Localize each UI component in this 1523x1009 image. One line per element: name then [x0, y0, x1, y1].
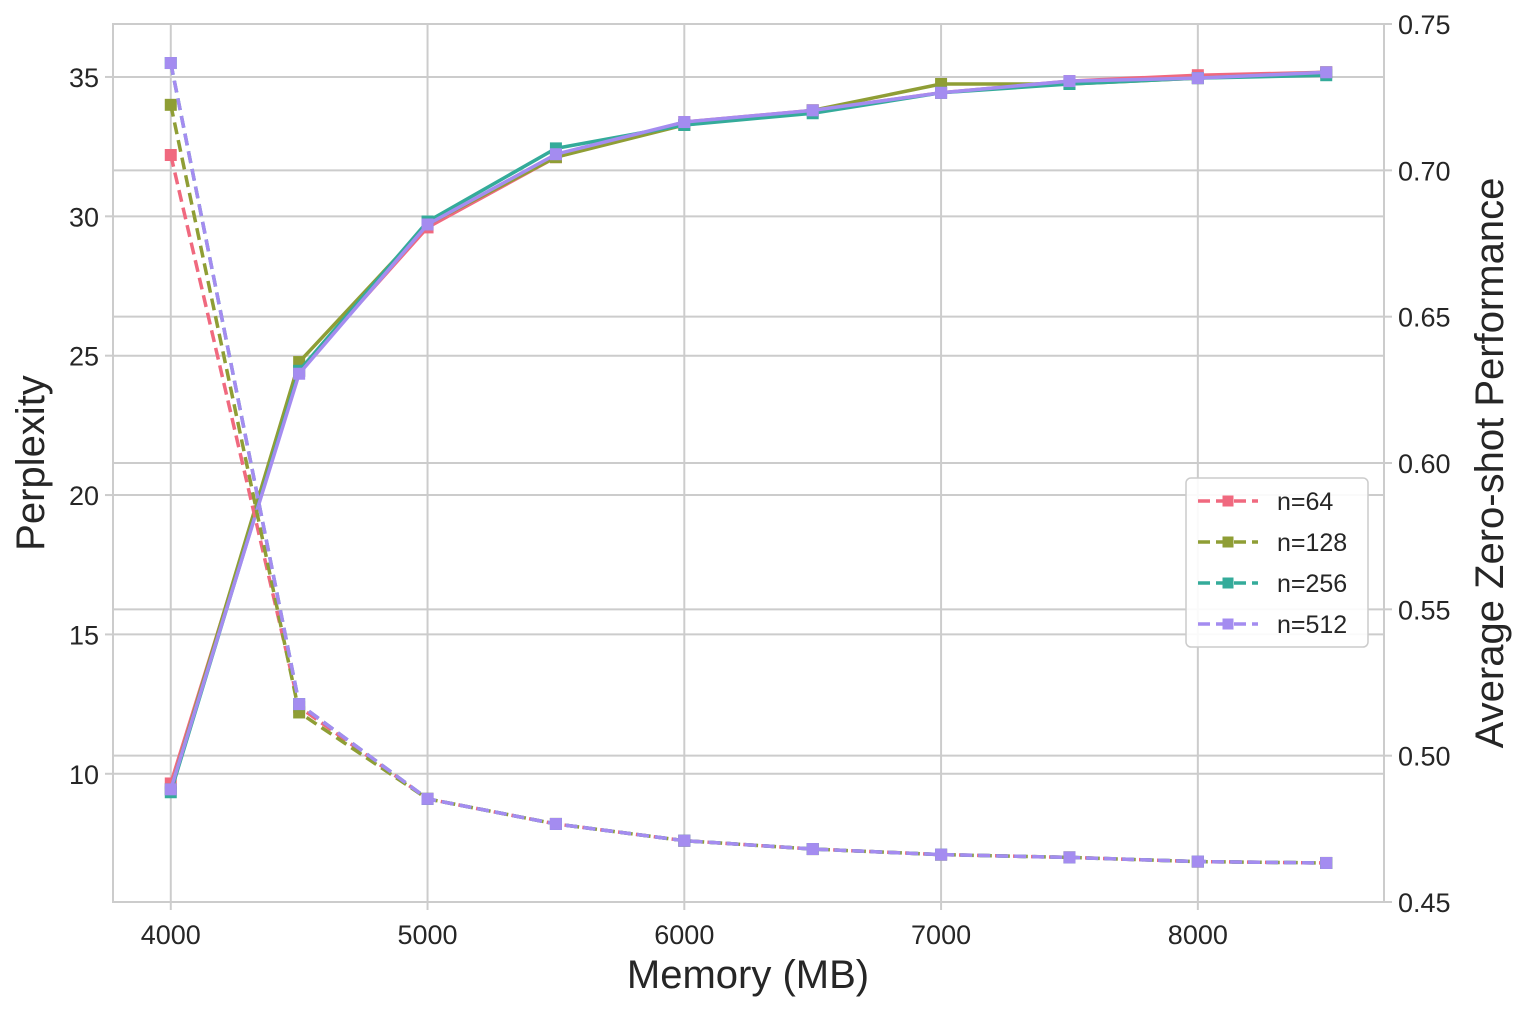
- perplexity-series-3-point: [164, 57, 177, 70]
- y-right-tick-label: 0.70: [1398, 156, 1451, 186]
- zero-shot-series-3-point: [1063, 75, 1076, 88]
- perplexity-series-3-point: [1320, 856, 1333, 869]
- y-left-tick-label: 20: [69, 481, 99, 511]
- y-left-tick-label: 25: [69, 342, 99, 372]
- x-tick-label: 4000: [141, 920, 201, 950]
- y-axis-left-title: Perplexity: [9, 375, 53, 551]
- legend-item: n=64: [1198, 488, 1333, 516]
- legend-swatch-marker: [1222, 536, 1234, 548]
- zero-shot-series-3-group: [164, 66, 1333, 796]
- x-tick-label: 5000: [398, 920, 458, 950]
- zero-shot-series-3-point: [678, 116, 691, 129]
- legend: n=64 n=128 n=256 n=512: [1185, 477, 1369, 648]
- perplexity-series-1-point: [164, 98, 177, 111]
- zero-shot-series-3-line: [169, 70, 1327, 790]
- x-axis-title: Memory (MB): [627, 953, 869, 997]
- perplexity-series-0-point: [164, 149, 177, 162]
- zero-shot-series-3-point: [935, 86, 948, 99]
- legend-frame: [1185, 477, 1369, 648]
- perplexity-series-3-point: [935, 848, 948, 861]
- x-tick-label: 8000: [1168, 920, 1228, 950]
- tick-labels: 4000 5000 6000 7000 8000 10 15 20 25 30 35 0.45 0.50…: [69, 10, 1451, 950]
- zero-shot-series-3-point: [1320, 66, 1333, 79]
- perplexity-series-3-point: [806, 843, 819, 856]
- y-right-tick-label: 0.55: [1398, 595, 1451, 625]
- legend-label: n=64: [1277, 488, 1333, 516]
- zero-shot-series-3-point: [549, 148, 562, 161]
- y-left-tick-label: 30: [69, 202, 99, 232]
- x-tick-label: 7000: [911, 920, 971, 950]
- y-left-tick-label: 10: [69, 760, 99, 790]
- legend-label: n=128: [1277, 529, 1347, 557]
- legend-label: n=512: [1277, 611, 1347, 639]
- zero-shot-series-3-point: [421, 218, 434, 231]
- legend-item: n=128: [1198, 529, 1347, 557]
- y-right-tick-label: 0.60: [1398, 449, 1451, 479]
- series-lines: [164, 57, 1333, 869]
- perplexity-series-3-point: [549, 817, 562, 830]
- tick-marks: [105, 23, 1392, 910]
- perplexity-series-3-point: [421, 792, 434, 805]
- perplexity-series-3-point: [678, 834, 691, 847]
- y-right-tick-label: 0.50: [1398, 742, 1451, 772]
- legend-swatch-marker: [1222, 577, 1234, 589]
- y-left-tick-label: 15: [69, 620, 99, 650]
- y-right-tick-label: 0.75: [1398, 10, 1451, 40]
- y-left-tick-label: 35: [69, 63, 99, 93]
- legend-swatch-marker: [1222, 618, 1234, 630]
- perplexity-series-3-point: [1063, 851, 1076, 864]
- y-right-tick-label: 0.45: [1398, 888, 1451, 918]
- legend-swatch-marker: [1222, 495, 1234, 507]
- zero-shot-series-3-point: [164, 783, 177, 796]
- perplexity-series-3-point: [1191, 855, 1204, 868]
- legend-label: n=256: [1277, 570, 1347, 598]
- zero-shot-series-3-point: [806, 104, 819, 117]
- legend-item: n=256: [1198, 570, 1347, 598]
- perplexity-series-3-point: [293, 698, 306, 711]
- legend-item: n=512: [1198, 611, 1347, 639]
- zero-shot-series-3-point: [1191, 72, 1204, 85]
- x-tick-label: 6000: [654, 920, 714, 950]
- y-axis-right-title: Average Zero-shot Performance: [1468, 178, 1512, 749]
- perplexity-series-3-line: [169, 62, 1327, 865]
- y-right-tick-label: 0.65: [1398, 303, 1451, 333]
- perplexity-series-3-group: [164, 57, 1333, 869]
- zero-shot-series-3-point: [293, 367, 306, 380]
